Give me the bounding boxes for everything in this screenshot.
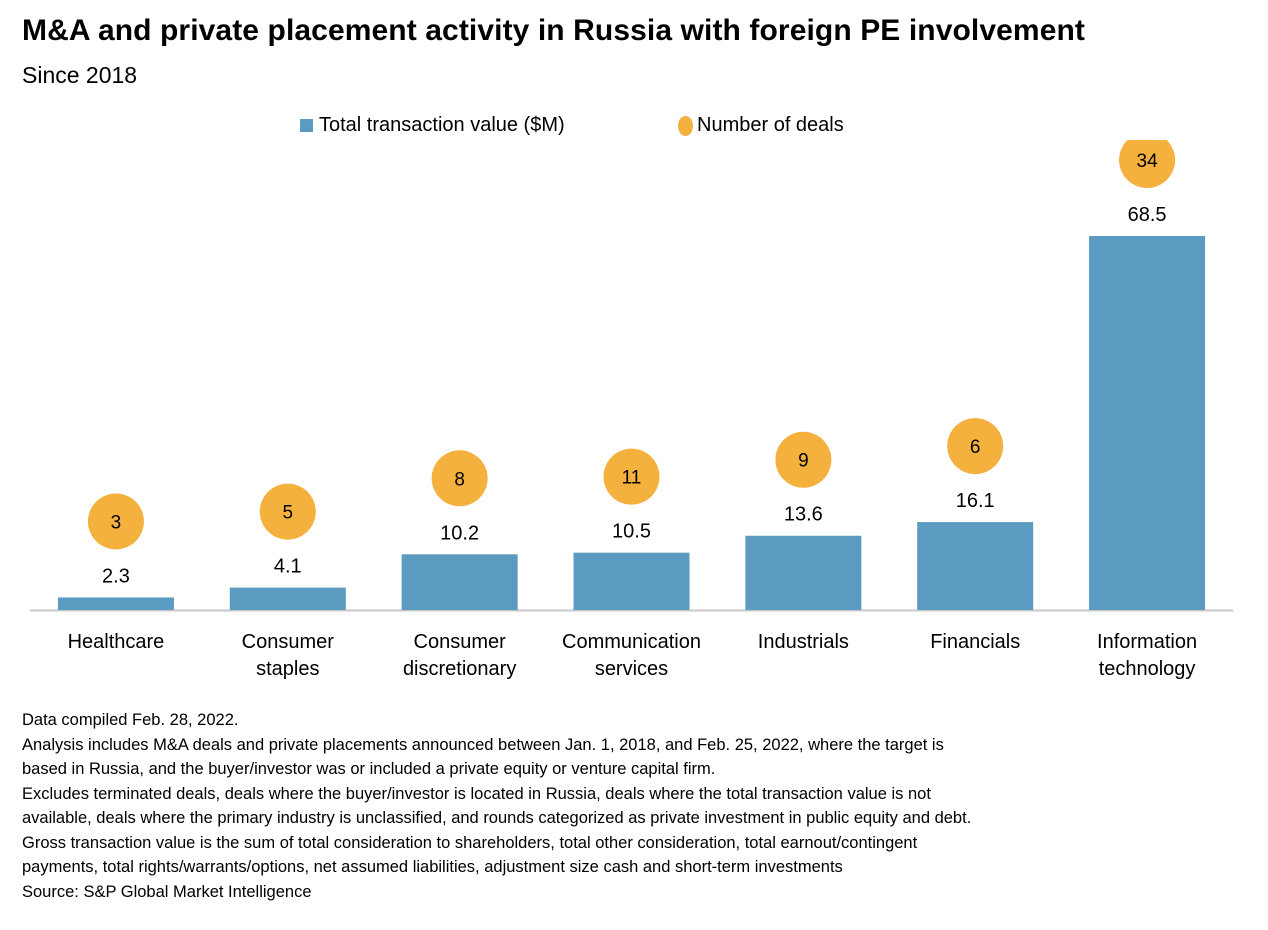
note-line: Data compiled Feb. 28, 2022. [22,711,239,729]
x-tick-label: Communication [562,631,701,653]
note-line: Analysis includes M&A deals and private … [22,735,944,754]
x-tick-label: Healthcare [68,631,165,653]
data-label: 4.1 [274,556,302,578]
deal-count-label: 5 [282,503,293,524]
deal-count-bubble [259,483,316,540]
legend-item-deal-count: Number of deals [678,114,844,137]
deal-count-bubble [87,493,144,550]
deal-count-label: 8 [454,469,465,490]
chart-subtitle: Since 2018 [22,62,138,88]
deal-count-bubble [1119,140,1176,188]
x-tick-label: Financials [930,631,1020,653]
bar [573,552,690,610]
data-label: 10.2 [440,522,479,544]
note-line: Excludes terminated deals, deals where t… [22,784,931,803]
bar [1089,235,1206,610]
data-label: 16.1 [956,490,995,512]
deal-count-label: 3 [111,512,122,533]
note-line: payments, total rights/warrants/options,… [22,858,843,876]
chart-title: M&A and private placement activity in Ru… [22,14,1086,47]
bar-chart: 2.3 3 Healthcare 4.1 5 Consumer staples 10.2 8 Co… [30,140,1233,680]
deal-count-label: 34 [1137,151,1159,172]
bar [57,597,174,610]
x-tick-label: staples [256,658,319,680]
deal-count-label: 6 [970,437,981,458]
legend-swatch-bar [300,119,313,132]
deal-count-bubble [431,450,488,507]
note-line: based in Russia, and the buyer/investor … [22,760,716,778]
deal-count-bubble [603,448,660,505]
deal-count-bubble [947,418,1004,475]
legend-label-deal-count: Number of deals [697,114,844,136]
data-label: 2.3 [102,565,130,587]
x-tick-label: Consumer [242,631,335,653]
legend-swatch-bubble [678,115,693,136]
legend-label-transaction-value: Total transaction value ($M) [319,114,565,136]
x-tick-label: technology [1099,658,1196,680]
deal-count-bubble [775,431,832,488]
bar [917,522,1034,610]
legend-item-transaction-value: Total transaction value ($M) [300,114,565,137]
bar [229,587,346,610]
x-tick-label: services [595,658,668,680]
x-tick-label: Information [1097,631,1197,653]
note-line: Source: S&P Global Market Intelligence [22,882,312,901]
x-tick-label: discretionary [403,658,516,680]
data-label: 68.5 [1128,204,1167,226]
data-label: 10.5 [612,521,651,543]
x-tick-label: Consumer [414,631,507,653]
bar [745,535,862,610]
note-line: Gross transaction value is the sum of to… [22,833,918,852]
note-line: available, deals where the primary indus… [22,809,972,827]
deal-count-label: 11 [622,468,642,489]
chart-notes: Data compiled Feb. 28, 2022. Analysis in… [22,708,1257,904]
data-label: 13.6 [784,504,823,526]
x-tick-label: Industrials [758,631,849,653]
legend: Total transaction value ($M) Number of d… [0,114,1268,140]
bar [401,554,518,610]
deal-count-label: 9 [798,451,809,472]
